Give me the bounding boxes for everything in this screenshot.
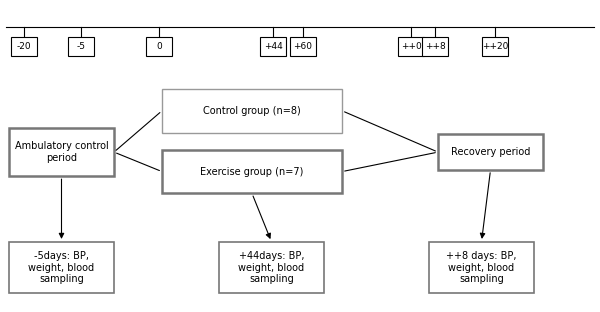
Bar (68, 37, 94, 56)
Bar (11, 37, 37, 56)
Bar (219, 242, 324, 293)
Text: Exercise group (n=7): Exercise group (n=7) (200, 167, 304, 177)
Bar (482, 37, 508, 56)
Text: ++0: ++0 (401, 42, 421, 51)
Text: ++8 days: BP,
weight, blood
sampling: ++8 days: BP, weight, blood sampling (446, 251, 517, 284)
Text: -5: -5 (77, 42, 86, 51)
Bar (260, 37, 286, 56)
Text: 0: 0 (156, 42, 162, 51)
Text: Recovery period: Recovery period (451, 147, 530, 157)
Bar (162, 89, 342, 133)
Bar (162, 150, 342, 193)
Bar (398, 37, 424, 56)
Bar (9, 242, 114, 293)
Text: ++20: ++20 (482, 42, 508, 51)
Text: ++8: ++8 (425, 42, 445, 51)
Text: +44days: BP,
weight, blood
sampling: +44days: BP, weight, blood sampling (238, 251, 305, 284)
Bar (438, 134, 543, 170)
Bar (146, 37, 172, 56)
Text: Control group (n=8): Control group (n=8) (203, 106, 301, 116)
Bar (290, 37, 316, 56)
Text: +44: +44 (263, 42, 283, 51)
Text: -5days: BP,
weight, blood
sampling: -5days: BP, weight, blood sampling (28, 251, 95, 284)
Text: +60: +60 (293, 42, 313, 51)
Text: -20: -20 (17, 42, 31, 51)
Bar (422, 37, 448, 56)
Text: Ambulatory control
period: Ambulatory control period (14, 141, 109, 163)
Bar (9, 128, 114, 176)
Bar (429, 242, 534, 293)
